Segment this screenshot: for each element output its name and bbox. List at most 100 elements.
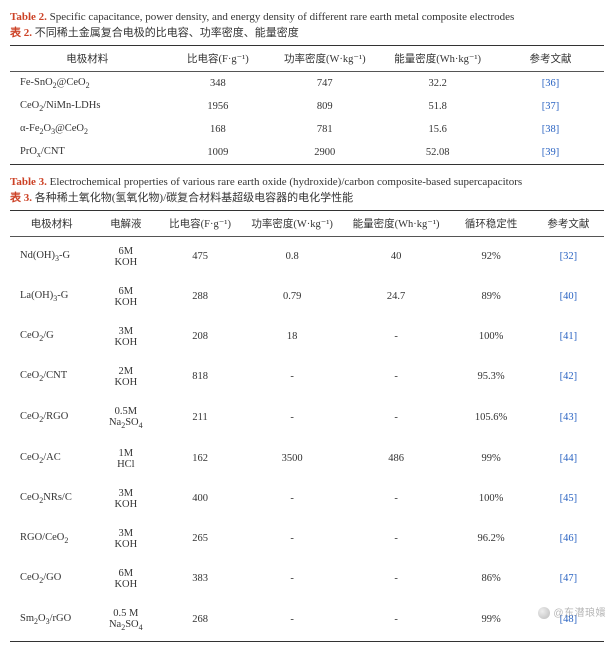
ref-cell[interactable]: [46]	[533, 519, 604, 559]
table3-caption-en-label: Table 3.	[10, 176, 47, 188]
value-cell: 32.2	[378, 71, 497, 95]
value-cell: 348	[164, 71, 271, 95]
table2-col-1: 比电容(F·g⁻¹)	[164, 45, 271, 71]
value-cell: 1MHCl	[93, 439, 158, 479]
table-row: PrOx/CNT1009290052.08[39]	[10, 141, 604, 165]
ref-cell[interactable]: [41]	[533, 317, 604, 357]
material-cell: α-Fe2O3@CeO2	[10, 118, 164, 141]
table3-col-2: 比电容(F·g⁻¹)	[158, 210, 241, 236]
ref-cell[interactable]: [47]	[533, 559, 604, 599]
value-cell: 3MKOH	[93, 317, 158, 357]
value-cell: 2MKOH	[93, 357, 158, 397]
ref-cell[interactable]: [40]	[533, 277, 604, 317]
watermark: @东潜琅嬛	[538, 604, 606, 619]
value-cell: 383	[158, 559, 241, 599]
table3-caption-en-text: Electrochemical properties of various ra…	[50, 176, 523, 188]
value-cell: -	[242, 357, 343, 397]
value-cell: 265	[158, 519, 241, 559]
material-cell: Fe-SnO2@CeO2	[10, 71, 164, 95]
value-cell: -	[343, 397, 450, 439]
value-cell: 40	[343, 236, 450, 277]
value-cell: 818	[158, 357, 241, 397]
value-cell: 18	[242, 317, 343, 357]
ref-cell[interactable]: [44]	[533, 439, 604, 479]
table2-caption-en-text: Specific capacitance, power density, and…	[50, 11, 515, 23]
value-cell: 100%	[450, 479, 533, 519]
ref-cell[interactable]: [45]	[533, 479, 604, 519]
value-cell: 89%	[450, 277, 533, 317]
table2-caption-en: Table 2. Specific capacitance, power den…	[10, 10, 604, 24]
weibo-icon	[538, 607, 550, 619]
ref-cell[interactable]: [38]	[497, 118, 604, 141]
table3-col-3: 功率密度(W·kg⁻¹)	[242, 210, 343, 236]
value-cell: 100%	[450, 317, 533, 357]
value-cell: 3MKOH	[93, 519, 158, 559]
value-cell: -	[242, 397, 343, 439]
material-cell: RGO/CeO2	[10, 519, 93, 559]
value-cell: 211	[158, 397, 241, 439]
table2-col-3: 能量密度(Wh·kg⁻¹)	[378, 45, 497, 71]
table2-caption-cn: 表 2. 不同稀土金属复合电极的比电容、功率密度、能量密度	[10, 26, 604, 40]
value-cell: 99%	[450, 439, 533, 479]
material-cell: PrOx/CNT	[10, 141, 164, 165]
table-row: RGO/CeO23MKOH265--96.2%[46]	[10, 519, 604, 559]
value-cell: -	[242, 479, 343, 519]
material-cell: CeO2NRs/C	[10, 479, 93, 519]
material-cell: Nd(OH)3-G	[10, 236, 93, 277]
value-cell: 105.6%	[450, 397, 533, 439]
value-cell: -	[242, 599, 343, 642]
value-cell: 24.7	[343, 277, 450, 317]
value-cell: 486	[343, 439, 450, 479]
table3-col-6: 参考文献	[533, 210, 604, 236]
value-cell: 86%	[450, 559, 533, 599]
ref-cell[interactable]: [39]	[497, 141, 604, 165]
table2-col-0: 电极材料	[10, 45, 164, 71]
table3-col-4: 能量密度(Wh·kg⁻¹)	[343, 210, 450, 236]
table3-caption-cn: 表 3. 各种稀土氧化物(氢氧化物)/碳复合材料基超级电容器的电化学性能	[10, 191, 604, 205]
material-cell: CeO2/AC	[10, 439, 93, 479]
value-cell: -	[242, 559, 343, 599]
value-cell: -	[343, 357, 450, 397]
value-cell: -	[343, 519, 450, 559]
table3-header-row: 电极材料电解液比电容(F·g⁻¹)功率密度(W·kg⁻¹)能量密度(Wh·kg⁻…	[10, 210, 604, 236]
table3-caption-cn-label: 表 3.	[10, 192, 32, 204]
table-row: CeO2/G3MKOH20818-100%[41]	[10, 317, 604, 357]
table-row: CeO2/CNT2MKOH818--95.3%[42]	[10, 357, 604, 397]
ref-cell[interactable]: [43]	[533, 397, 604, 439]
value-cell: -	[343, 599, 450, 642]
table-row: CeO2/AC1MHCl162350048699%[44]	[10, 439, 604, 479]
value-cell: 51.8	[378, 95, 497, 118]
table-row: Fe-SnO2@CeO234874732.2[36]	[10, 71, 604, 95]
table2-col-4: 参考文献	[497, 45, 604, 71]
material-cell: Sm2O3/rGO	[10, 599, 93, 642]
value-cell: 6MKOH	[93, 277, 158, 317]
value-cell: -	[343, 479, 450, 519]
table2-caption-cn-text: 不同稀土金属复合电极的比电容、功率密度、能量密度	[35, 27, 299, 39]
value-cell: 268	[158, 599, 241, 642]
value-cell: 96.2%	[450, 519, 533, 559]
value-cell: 95.3%	[450, 357, 533, 397]
ref-cell[interactable]: [37]	[497, 95, 604, 118]
table-row: Sm2O3/rGO0.5 MNa2SO4268--99%[48]	[10, 599, 604, 642]
value-cell: 0.5MNa2SO4	[93, 397, 158, 439]
ref-cell[interactable]: [32]	[533, 236, 604, 277]
material-cell: CeO2/CNT	[10, 357, 93, 397]
value-cell: 0.5 MNa2SO4	[93, 599, 158, 642]
value-cell: -	[343, 559, 450, 599]
table2: 电极材料比电容(F·g⁻¹)功率密度(W·kg⁻¹)能量密度(Wh·kg⁻¹)参…	[10, 45, 604, 165]
ref-cell[interactable]: [42]	[533, 357, 604, 397]
table3-caption-en: Table 3. Electrochemical properties of v…	[10, 175, 604, 189]
table-row: CeO2/NiMn-LDHs195680951.8[37]	[10, 95, 604, 118]
table-row: CeO2/RGO0.5MNa2SO4211--105.6%[43]	[10, 397, 604, 439]
table3-col-1: 电解液	[93, 210, 158, 236]
material-cell: CeO2/G	[10, 317, 93, 357]
value-cell: 208	[158, 317, 241, 357]
value-cell: 6MKOH	[93, 236, 158, 277]
value-cell: 809	[271, 95, 378, 118]
ref-cell[interactable]: [36]	[497, 71, 604, 95]
value-cell: 1956	[164, 95, 271, 118]
value-cell: 475	[158, 236, 241, 277]
value-cell: 92%	[450, 236, 533, 277]
table2-caption-cn-label: 表 2.	[10, 27, 32, 39]
table2-col-2: 功率密度(W·kg⁻¹)	[271, 45, 378, 71]
